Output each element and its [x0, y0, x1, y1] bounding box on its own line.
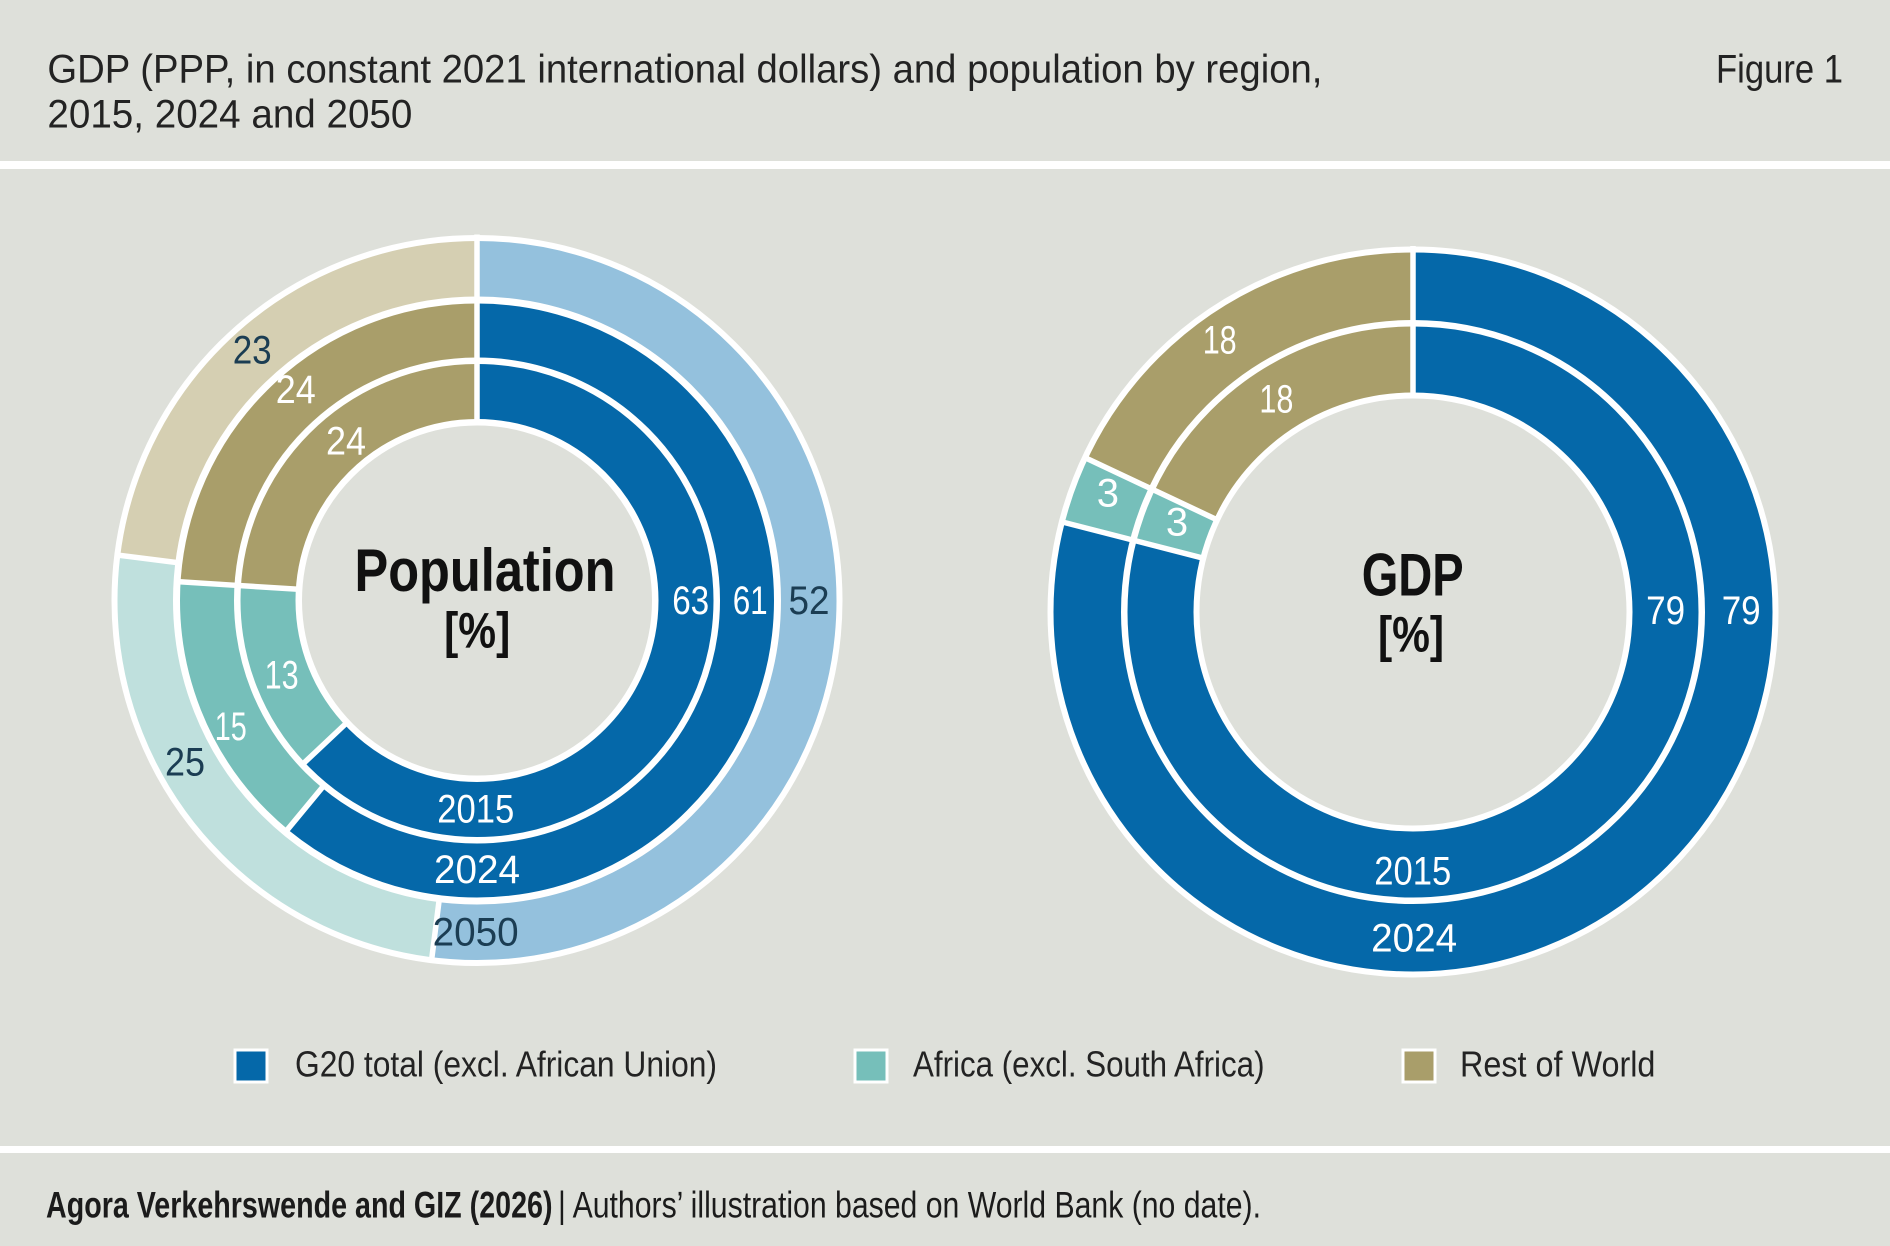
- svg-text:23: 23: [233, 328, 272, 372]
- svg-text:G20 total (excl. African Union: G20 total (excl. African Union): [295, 1044, 717, 1085]
- svg-text:15: 15: [215, 705, 247, 749]
- svg-text:18: 18: [1259, 378, 1293, 422]
- svg-text:2050: 2050: [433, 911, 519, 955]
- svg-text:Africa (excl. South Africa): Africa (excl. South Africa): [913, 1044, 1265, 1085]
- svg-text:Agora Verkehrswende and GIZ (2: Agora Verkehrswende and GIZ (2026): [46, 1185, 553, 1226]
- svg-text:[%]: [%]: [1378, 606, 1444, 662]
- svg-text:24: 24: [326, 420, 366, 464]
- svg-text:| Authors’ illustration based: | Authors’ illustration based on World B…: [558, 1185, 1261, 1226]
- svg-text:2024: 2024: [1371, 916, 1457, 960]
- svg-text:2015: 2015: [437, 788, 514, 832]
- svg-text:GDP (PPP, in constant 2021 int: GDP (PPP, in constant 2021 international…: [47, 48, 1322, 92]
- svg-text:61: 61: [733, 579, 768, 623]
- svg-text:2024: 2024: [434, 848, 520, 892]
- svg-text:79: 79: [1722, 589, 1761, 633]
- svg-text:Rest of World: Rest of World: [1460, 1044, 1655, 1085]
- svg-text:25: 25: [165, 740, 205, 784]
- svg-text:13: 13: [265, 654, 299, 698]
- svg-text:18: 18: [1203, 319, 1237, 363]
- svg-text:GDP: GDP: [1362, 541, 1464, 608]
- svg-text:2015: 2015: [1374, 850, 1451, 894]
- svg-text:3: 3: [1166, 501, 1188, 545]
- svg-text:Population: Population: [355, 537, 616, 604]
- svg-text:24: 24: [276, 368, 316, 412]
- svg-text:79: 79: [1646, 589, 1685, 633]
- svg-text:52: 52: [789, 579, 830, 623]
- svg-text:63: 63: [672, 579, 709, 623]
- svg-text:Figure 1: Figure 1: [1716, 48, 1843, 92]
- svg-text:[%]: [%]: [444, 602, 510, 658]
- svg-text:3: 3: [1097, 472, 1119, 516]
- svg-text:2015, 2024 and 2050: 2015, 2024 and 2050: [47, 93, 412, 137]
